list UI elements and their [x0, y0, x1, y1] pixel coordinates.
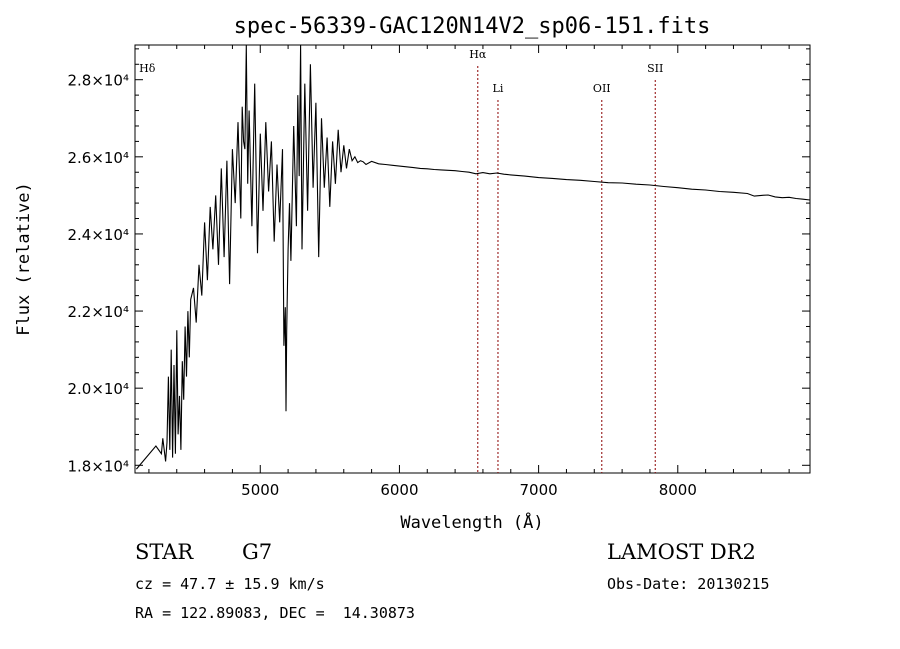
object-class: STAR	[135, 540, 194, 564]
object-subclass: G7	[242, 540, 273, 564]
y-tick-label: 2.8×10⁴	[67, 72, 129, 90]
marker-label: Li	[493, 82, 504, 95]
x-tick-label: 8000	[659, 481, 697, 499]
redshift-cz: cz = 47.7 ± 15.9 km/s	[135, 575, 325, 593]
x-tick-label: 5000	[241, 481, 279, 499]
marker-label: Hδ	[139, 62, 156, 75]
axis-ticks: 5000 6000 7000 8000 1.8×10⁴ 2.0×10⁴ 2.2×10⁴ 2.4…	[67, 45, 810, 499]
y-tick-label: 2.6×10⁴	[67, 149, 129, 167]
y-tick-label: 2.4×10⁴	[67, 226, 129, 244]
y-tick-label: 2.0×10⁴	[67, 380, 129, 398]
survey-name: LAMOST DR2	[607, 540, 756, 564]
x-axis-label: Wavelength (Å)	[400, 511, 543, 533]
marker-label: OII	[593, 82, 611, 95]
ra-dec: RA = 122.89083, DEC = 14.30873	[135, 604, 415, 622]
plot-frame	[134, 44, 811, 474]
obs-date: Obs-Date: 20130215	[607, 575, 770, 593]
chart-title: spec-56339-GAC120N14V2_sp06-151.fits	[234, 14, 711, 39]
y-tick-label: 1.8×10⁴	[67, 457, 129, 475]
marker-label: Hα	[469, 48, 487, 61]
marker-label: SII	[647, 62, 663, 75]
emission-line-markers: Hδ Hα Li OII SII	[139, 48, 663, 473]
spectrum-line	[135, 44, 811, 470]
y-axis-label: Flux (relative)	[14, 182, 34, 336]
y-tick-label: 2.2×10⁴	[67, 303, 129, 321]
x-tick-label: 7000	[520, 481, 558, 499]
x-tick-label: 6000	[380, 481, 418, 499]
